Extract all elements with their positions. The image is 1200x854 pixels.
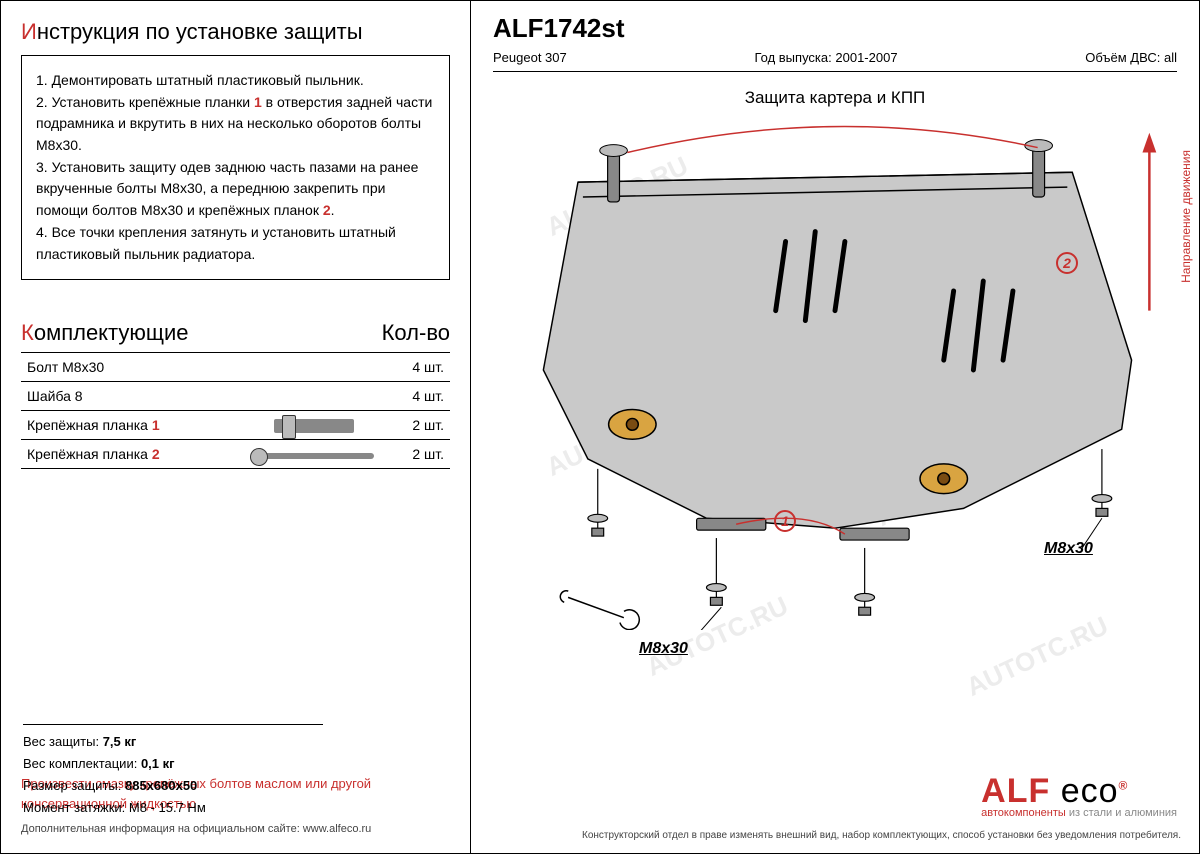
components-header: Комплектующие Кол-во bbox=[21, 320, 450, 346]
instruction-step: 3. Установить защиту одев заднюю часть п… bbox=[36, 157, 435, 222]
components-section: Комплектующие Кол-во Болт М8х30 4 шт. Ша… bbox=[21, 320, 450, 469]
components-title-first: К bbox=[21, 320, 34, 345]
table-row: Крепёжная планка 1 2 шт. bbox=[21, 411, 450, 440]
title-rest: нструкция по установке защиты bbox=[37, 19, 363, 44]
page: AUTOTC.RU AUTOTC.RU AUTOTC.RU AUTOTC.RU … bbox=[0, 0, 1200, 854]
table-row: Шайба 8 4 шт. bbox=[21, 382, 450, 411]
component-name: Болт М8х30 bbox=[21, 353, 248, 382]
bolt-label-a: М8х30 bbox=[639, 640, 688, 658]
component-name: Крепёжная планка 1 bbox=[21, 411, 248, 440]
table-row: Болт М8х30 4 шт. bbox=[21, 353, 450, 382]
component-name: Крепёжная планка 2 bbox=[21, 440, 248, 469]
diagram-svg: 2 1 М8х30 М8х30 bbox=[489, 110, 1181, 630]
disclaimer: Конструкторский отдел в праве изменять в… bbox=[582, 830, 1181, 841]
component-qty: 2 шт. bbox=[380, 411, 450, 440]
title-first-letter: И bbox=[21, 19, 37, 44]
diagram-area: Защита картера и КПП bbox=[471, 80, 1199, 853]
right-header: ALF1742st Peugeot 307 Год выпуска: 2001-… bbox=[471, 1, 1199, 80]
instruction-step: 2. Установить крепёжные планки 1 в отвер… bbox=[36, 92, 435, 157]
footer-link: Дополнительная информация на официальном… bbox=[21, 823, 450, 835]
component-qty: 4 шт. bbox=[380, 353, 450, 382]
instructions-title: Инструкция по установке защиты bbox=[21, 19, 450, 45]
marker-2: 2 bbox=[1056, 252, 1078, 274]
plank2-icon bbox=[248, 440, 380, 469]
instruction-step: 1. Демонтировать штатный пластиковый пыл… bbox=[36, 70, 435, 92]
vehicle: Peugeot 307 bbox=[493, 50, 567, 65]
specs-block: Вес защиты: 7,5 кг Вес комплектации: 0,1… bbox=[23, 724, 323, 819]
component-name: Шайба 8 bbox=[21, 382, 248, 411]
plank1-icon bbox=[248, 411, 380, 440]
bolt-label-b: М8х30 bbox=[1044, 540, 1093, 558]
components-title-rest: омплектующие bbox=[34, 320, 189, 345]
marker-1: 1 bbox=[774, 510, 796, 532]
direction-label: Направление движения bbox=[1179, 150, 1193, 283]
logo: ALF eco® автокомпоненты из стали и алюми… bbox=[981, 772, 1177, 819]
year: Год выпуска: 2001-2007 bbox=[754, 50, 897, 65]
right-column: ALF1742st Peugeot 307 Год выпуска: 2001-… bbox=[471, 1, 1199, 853]
qty-header: Кол-во bbox=[382, 320, 450, 346]
component-qty: 4 шт. bbox=[380, 382, 450, 411]
diagram-title: Защита картера и КПП bbox=[489, 88, 1181, 108]
instruction-step: 4. Все точки крепления затянуть и устано… bbox=[36, 222, 435, 265]
table-row: Крепёжная планка 2 2 шт. bbox=[21, 440, 450, 469]
instructions-box: 1. Демонтировать штатный пластиковый пыл… bbox=[21, 55, 450, 280]
part-number: ALF1742st bbox=[493, 13, 1177, 44]
engine: Объём ДВС: all bbox=[1085, 50, 1177, 65]
components-table: Болт М8х30 4 шт. Шайба 8 4 шт. Крепёжная… bbox=[21, 352, 450, 469]
component-qty: 2 шт. bbox=[380, 440, 450, 469]
